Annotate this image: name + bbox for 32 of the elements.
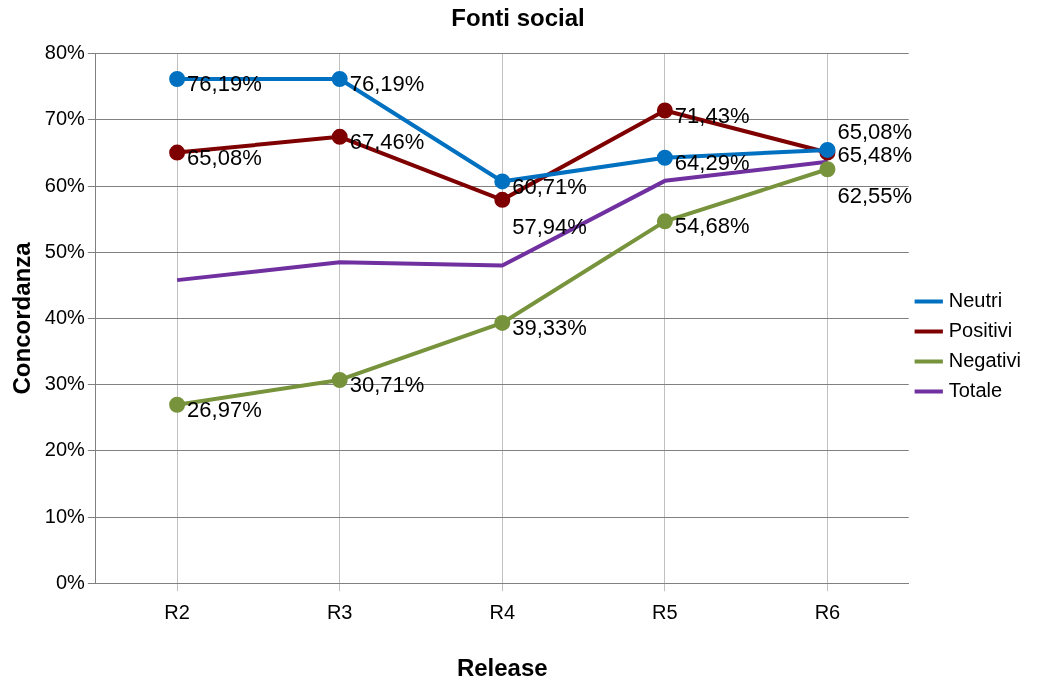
data-label: 54,68% — [674, 213, 750, 239]
y-tick-label: 60% — [44, 173, 86, 196]
y-tick-label: 20% — [44, 438, 86, 461]
y-tick-label: 40% — [44, 306, 86, 329]
data-label: 67,46% — [349, 128, 425, 154]
legend-label: Positivi — [948, 319, 1013, 342]
y-tick-label: 10% — [44, 504, 86, 527]
legend-label: Totale — [948, 379, 1003, 402]
x-tick-label: R3 — [326, 600, 353, 623]
data-label: 65,08% — [837, 118, 913, 144]
y-tick-label: 70% — [44, 107, 86, 130]
x-tick-label: R4 — [489, 600, 516, 623]
chart-title: Fonti social — [451, 4, 585, 32]
legend-label: Negativi — [948, 349, 1022, 372]
y-tick-label: 80% — [44, 41, 86, 64]
data-label: 65,48% — [837, 141, 913, 167]
data-label: 26,97% — [187, 396, 262, 422]
x-tick-label: R2 — [164, 600, 190, 623]
data-label: 65,08% — [187, 144, 262, 170]
data-label: 39,33% — [512, 315, 587, 340]
data-label: 76,19% — [349, 71, 425, 97]
legend-label: Neutri — [948, 289, 1003, 312]
x-axis-title: Release — [456, 654, 548, 682]
data-label: 62,55% — [837, 183, 913, 209]
data-label: 30,71% — [349, 372, 425, 398]
data-label: 64,29% — [674, 149, 750, 175]
y-axis-title: Concordanza — [8, 241, 36, 395]
y-tick-label: 0% — [55, 570, 86, 593]
x-tick-label: R5 — [652, 600, 678, 623]
x-tick-label: R6 — [814, 600, 841, 623]
y-tick-label: 50% — [44, 239, 86, 262]
y-tick-label: 30% — [44, 372, 86, 395]
